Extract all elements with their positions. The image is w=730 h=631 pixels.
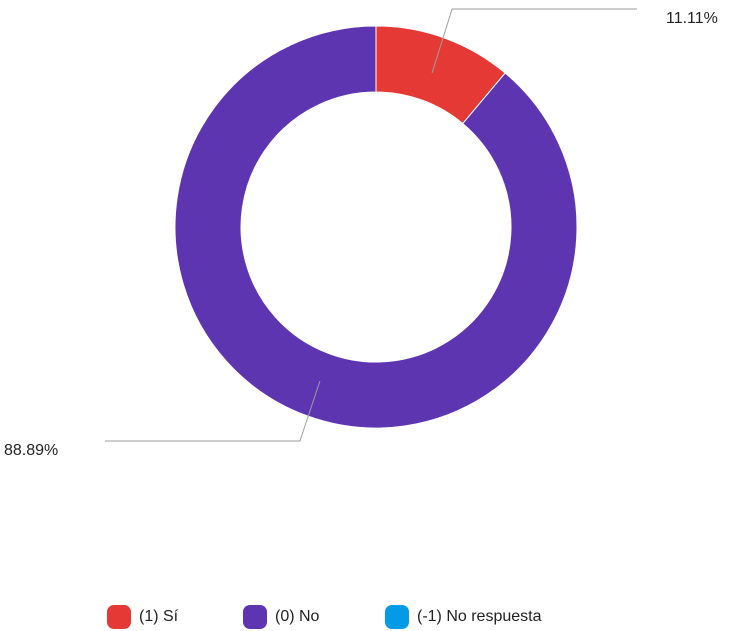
slice-callouts: 11.11% 88.89%: [4, 8, 718, 459]
legend-swatch-si: [107, 605, 131, 629]
donut-chart: 11.11% 88.89%: [4, 8, 718, 459]
callout-line-no: [105, 380, 321, 442]
legend-swatch-no-respuesta: [385, 605, 409, 629]
slice-no[interactable]: [174, 25, 578, 429]
legend-label-no-respuesta: (-1) No respuesta: [417, 608, 542, 625]
value-label-si: 11.11%: [666, 10, 718, 27]
chart-legend: (1) Sí (0) No (-1) No respuesta: [0, 603, 730, 631]
legend-item-no[interactable]: (0) No: [243, 603, 319, 631]
legend-label-no: (0) No: [275, 608, 320, 625]
legend-item-no-respuesta[interactable]: (-1) No respuesta: [385, 603, 542, 631]
legend-swatch-no: [243, 605, 267, 629]
callout-line-si: [431, 8, 637, 74]
legend-item-si[interactable]: (1) Sí: [107, 603, 178, 631]
donut-slices: [174, 25, 578, 429]
legend-label-si: (1) Sí: [139, 608, 179, 625]
value-label-no: 88.89%: [4, 442, 58, 459]
